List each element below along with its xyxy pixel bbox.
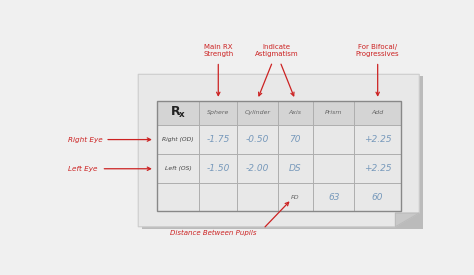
Bar (156, 101, 401, 211)
Bar (355, 183, 401, 211)
Bar (355, 101, 401, 125)
Bar (355, 125, 401, 154)
Bar (156, 183, 200, 211)
Polygon shape (395, 213, 419, 227)
Text: Prism: Prism (325, 110, 342, 116)
Bar (200, 101, 237, 125)
Text: Main RX
Strength: Main RX Strength (203, 43, 233, 57)
Text: 63: 63 (328, 192, 339, 202)
Bar (200, 154, 237, 183)
Bar (200, 125, 237, 154)
Text: Left (OS): Left (OS) (164, 166, 191, 171)
Bar (313, 154, 355, 183)
Text: -0.50: -0.50 (246, 135, 269, 144)
Text: $\mathbf{R}_{\!\mathbf{x}}$: $\mathbf{R}_{\!\mathbf{x}}$ (170, 105, 186, 120)
Text: Cylinder: Cylinder (244, 110, 271, 116)
Text: -1.50: -1.50 (207, 164, 230, 173)
Bar (355, 154, 401, 183)
Text: For Bifocal/
Progressives: For Bifocal/ Progressives (356, 43, 400, 57)
Bar (156, 154, 200, 183)
Text: Right (OD): Right (OD) (162, 137, 194, 142)
Text: Sphere: Sphere (207, 110, 229, 116)
Bar (313, 183, 355, 211)
Text: 70: 70 (290, 135, 301, 144)
Bar (313, 101, 355, 125)
Bar (156, 125, 200, 154)
Text: Right Eye: Right Eye (68, 136, 103, 143)
Text: +2.25: +2.25 (364, 164, 392, 173)
Bar (277, 183, 313, 211)
Text: Indicate
Astigmatism: Indicate Astigmatism (255, 43, 298, 57)
Bar (277, 154, 313, 183)
Text: -1.75: -1.75 (207, 135, 230, 144)
Polygon shape (142, 76, 423, 229)
Bar (156, 101, 200, 125)
Text: +2.25: +2.25 (364, 135, 392, 144)
Text: Add: Add (372, 110, 384, 116)
Text: PD: PD (291, 195, 300, 200)
Polygon shape (138, 74, 419, 227)
Text: 60: 60 (372, 192, 383, 202)
Bar (277, 125, 313, 154)
Text: Axis: Axis (289, 110, 302, 116)
Bar (200, 183, 237, 211)
Bar (237, 125, 277, 154)
Bar (237, 183, 277, 211)
Text: Left Eye: Left Eye (68, 166, 98, 172)
Bar (237, 101, 277, 125)
Text: -2.00: -2.00 (246, 164, 269, 173)
Text: Distance Between Pupils: Distance Between Pupils (170, 230, 257, 236)
Bar (237, 154, 277, 183)
Bar (313, 125, 355, 154)
Bar (277, 101, 313, 125)
Text: DS: DS (289, 164, 301, 173)
